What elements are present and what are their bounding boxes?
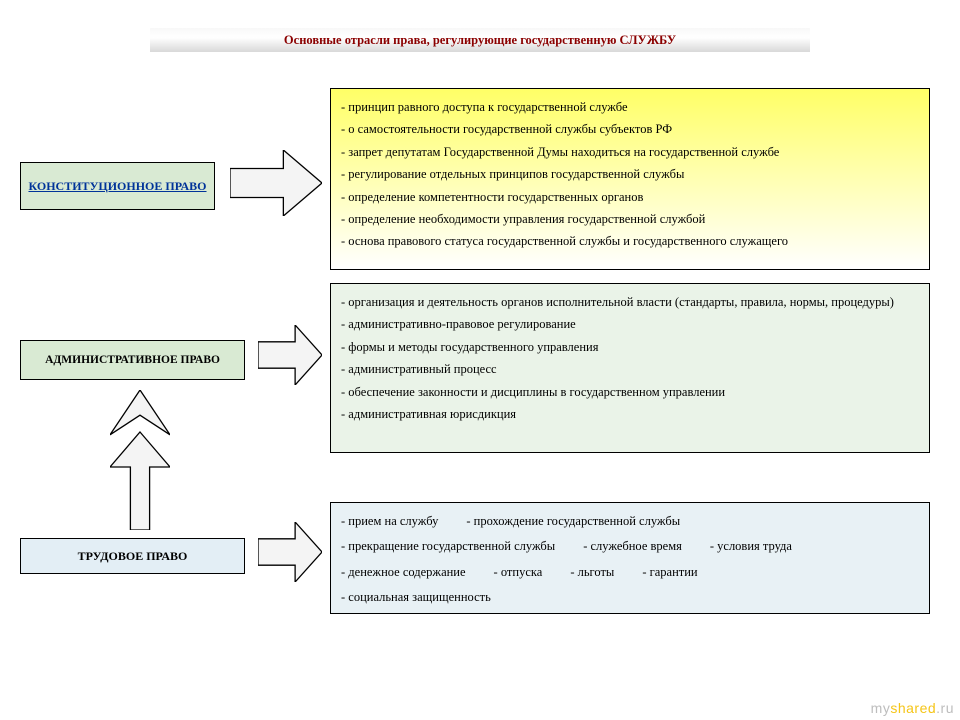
list-item: - отпуска bbox=[494, 563, 543, 582]
list-item: - обеспечение законности и дисциплины в … bbox=[341, 383, 919, 402]
list-item: - регулирование отдельных принципов госу… bbox=[341, 165, 919, 184]
list-item: - прекращение государственной службы bbox=[341, 537, 555, 556]
watermark-pre: my bbox=[871, 700, 891, 716]
list-row: - социальная защищенность bbox=[341, 585, 919, 610]
constitutional-content: - принцип равного доступа к государствен… bbox=[330, 88, 930, 270]
list-row: - прием на службу - прохождение государст… bbox=[341, 509, 919, 534]
list-item: - запрет депутатам Государственной Думы … bbox=[341, 143, 919, 162]
watermark-post: .ru bbox=[936, 700, 954, 716]
diagram-title: Основные отрасли права, регулирующие гос… bbox=[150, 28, 810, 52]
list-item: - денежное содержание bbox=[341, 563, 466, 582]
list-item: - условия труда bbox=[710, 537, 792, 556]
labor-law-label: ТРУДОВОЕ ПРАВО bbox=[78, 549, 188, 564]
list-item: - льготы bbox=[570, 563, 614, 582]
list-item: - административный процесс bbox=[341, 360, 919, 379]
constitutional-law-box: КОНСТИТУЦИОННОЕ ПРАВО bbox=[20, 162, 215, 210]
labor-content: - прием на службу - прохождение государст… bbox=[330, 502, 930, 614]
list-item: - социальная защищенность bbox=[341, 588, 491, 607]
list-item: - прохождение государственной службы bbox=[466, 512, 680, 531]
watermark: myshared.ru bbox=[871, 700, 954, 716]
arrow-right-icon bbox=[230, 150, 322, 216]
administrative-content: - организация и деятельность органов исп… bbox=[330, 283, 930, 453]
list-row: - прекращение государственной службы - сл… bbox=[341, 534, 919, 559]
labor-law-box: ТРУДОВОЕ ПРАВО bbox=[20, 538, 245, 574]
double-up-arrow-icon bbox=[110, 390, 170, 530]
list-item: - гарантии bbox=[642, 563, 697, 582]
constitutional-law-link[interactable]: КОНСТИТУЦИОННОЕ ПРАВО bbox=[28, 179, 206, 194]
arrow-right-icon bbox=[258, 325, 322, 385]
list-item: - служебное время bbox=[583, 537, 682, 556]
list-item: - прием на службу bbox=[341, 512, 438, 531]
arrow-right-icon bbox=[258, 522, 322, 582]
list-item: - принцип равного доступа к государствен… bbox=[341, 98, 919, 117]
list-item: - определение компетентности государстве… bbox=[341, 188, 919, 207]
administrative-law-box: АДМИНИСТРАТИВНОЕ ПРАВО bbox=[20, 340, 245, 380]
list-item: - формы и методы государственного управл… bbox=[341, 338, 919, 357]
list-item: - определение необходимости управления г… bbox=[341, 210, 919, 229]
list-item: - основа правового статуса государственн… bbox=[341, 232, 919, 251]
list-row: - денежное содержание - отпуска - льготы - … bbox=[341, 560, 919, 585]
list-item: - организация и деятельность органов исп… bbox=[341, 293, 919, 312]
list-item: - административная юрисдикция bbox=[341, 405, 919, 424]
watermark-accent: shared bbox=[890, 700, 936, 716]
list-item: - административно-правовое регулирование bbox=[341, 315, 919, 334]
administrative-law-label: АДМИНИСТРАТИВНОЕ ПРАВО bbox=[45, 354, 220, 366]
list-item: - о самостоятельности государственной сл… bbox=[341, 120, 919, 139]
